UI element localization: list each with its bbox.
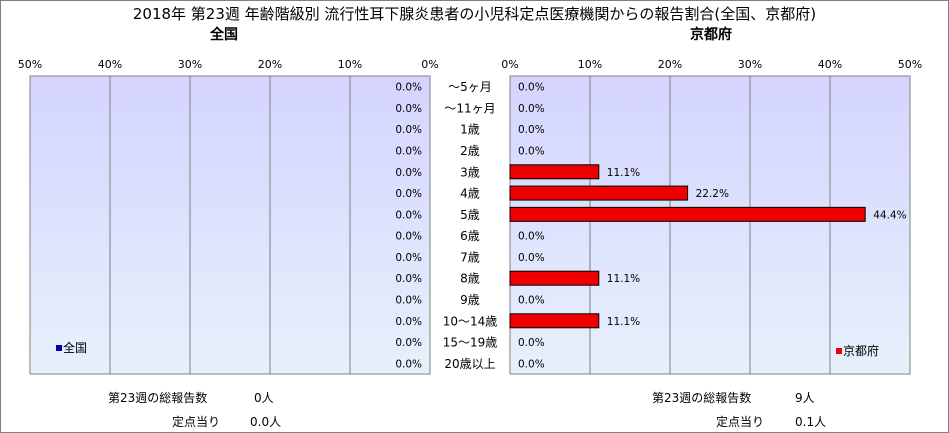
category-label: 5歳 bbox=[460, 208, 480, 222]
right-data-label: 0.0% bbox=[518, 252, 545, 264]
left-tick-label: 50% bbox=[18, 58, 42, 71]
left-per-label: 定点当り bbox=[172, 415, 221, 429]
right-data-label: 11.1% bbox=[607, 273, 640, 285]
left-data-label: 0.0% bbox=[395, 209, 422, 221]
right-per-label: 定点当り bbox=[716, 415, 765, 429]
right-data-label: 11.1% bbox=[607, 316, 640, 328]
left-data-label: 0.0% bbox=[395, 146, 422, 158]
left-data-label: 0.0% bbox=[395, 295, 422, 307]
left-legend-swatch bbox=[56, 345, 62, 351]
category-label: 8歳 bbox=[460, 272, 480, 286]
right-tick-label: 50% bbox=[898, 58, 922, 71]
right-data-label: 0.0% bbox=[518, 337, 545, 349]
right-legend-label: 京都府 bbox=[843, 343, 879, 358]
left-data-label: 0.0% bbox=[395, 231, 422, 243]
left-tick-label: 40% bbox=[98, 58, 122, 71]
left-total-label: 第23週の総報告数 bbox=[108, 391, 208, 405]
category-label: 15～19歳 bbox=[443, 336, 498, 350]
right-data-label: 22.2% bbox=[696, 188, 729, 200]
category-label: 4歳 bbox=[460, 187, 480, 201]
left-total-value: 0人 bbox=[254, 391, 274, 405]
right-data-label: 0.0% bbox=[518, 82, 545, 94]
right-per-value: 0.1人 bbox=[795, 415, 827, 429]
left-tick-label: 10% bbox=[338, 58, 362, 71]
category-label: 20歳以上 bbox=[444, 357, 495, 371]
left-data-label: 0.0% bbox=[395, 337, 422, 349]
chart-title: 2018年 第23週 年齢階級別 流行性耳下腺炎患者の小児科定点医療機関からの報… bbox=[132, 5, 817, 23]
category-label: 9歳 bbox=[460, 293, 480, 307]
right-data-label: 11.1% bbox=[607, 167, 640, 179]
right-data-label: 0.0% bbox=[518, 295, 545, 307]
left-data-label: 0.0% bbox=[395, 273, 422, 285]
category-label: 2歳 bbox=[460, 144, 480, 158]
left-data-label: 0.0% bbox=[395, 252, 422, 264]
right-bar bbox=[509, 164, 600, 180]
left-tick-label: 30% bbox=[178, 58, 202, 71]
left-per-value: 0.0人 bbox=[250, 415, 282, 429]
right-bar bbox=[509, 206, 866, 222]
left-data-label: 0.0% bbox=[395, 82, 422, 94]
right-legend-swatch bbox=[836, 348, 842, 354]
right-panel-subtitle: 京都府 bbox=[690, 27, 732, 43]
right-data-label: 44.4% bbox=[873, 209, 906, 221]
left-data-label: 0.0% bbox=[395, 188, 422, 200]
right-total-label: 第23週の総報告数 bbox=[652, 391, 752, 405]
right-total-value: 9人 bbox=[795, 391, 815, 405]
category-label: 6歳 bbox=[460, 229, 480, 243]
left-tick-label: 0% bbox=[421, 58, 438, 71]
right-tick-label: 0% bbox=[501, 58, 518, 71]
category-label: 3歳 bbox=[460, 165, 480, 179]
right-plot-area bbox=[509, 75, 911, 375]
left-plot-area bbox=[29, 75, 431, 375]
left-data-label: 0.0% bbox=[395, 358, 422, 370]
right-bar bbox=[509, 270, 600, 286]
right-data-label: 0.0% bbox=[518, 103, 545, 115]
right-data-label: 0.0% bbox=[518, 146, 545, 158]
left-panel-subtitle: 全国 bbox=[210, 27, 238, 43]
category-label: 1歳 bbox=[460, 123, 480, 137]
right-data-label: 0.0% bbox=[518, 231, 545, 243]
category-label: 7歳 bbox=[460, 250, 480, 264]
right-bar bbox=[509, 313, 600, 329]
category-label: 10～14歳 bbox=[443, 314, 498, 328]
right-bar bbox=[509, 185, 689, 201]
right-tick-label: 20% bbox=[658, 58, 682, 71]
left-data-label: 0.0% bbox=[395, 167, 422, 179]
right-data-label: 0.0% bbox=[518, 358, 545, 370]
category-label: ～11ヶ月 bbox=[444, 101, 495, 115]
left-tick-label: 20% bbox=[258, 58, 282, 71]
category-label: ～5ヶ月 bbox=[448, 80, 492, 94]
left-legend-label: 全国 bbox=[63, 340, 87, 355]
left-data-label: 0.0% bbox=[395, 103, 422, 115]
right-tick-label: 40% bbox=[818, 58, 842, 71]
right-tick-label: 10% bbox=[578, 58, 602, 71]
right-tick-label: 30% bbox=[738, 58, 762, 71]
left-data-label: 0.0% bbox=[395, 316, 422, 328]
left-data-label: 0.0% bbox=[395, 124, 422, 136]
right-data-label: 0.0% bbox=[518, 124, 545, 136]
